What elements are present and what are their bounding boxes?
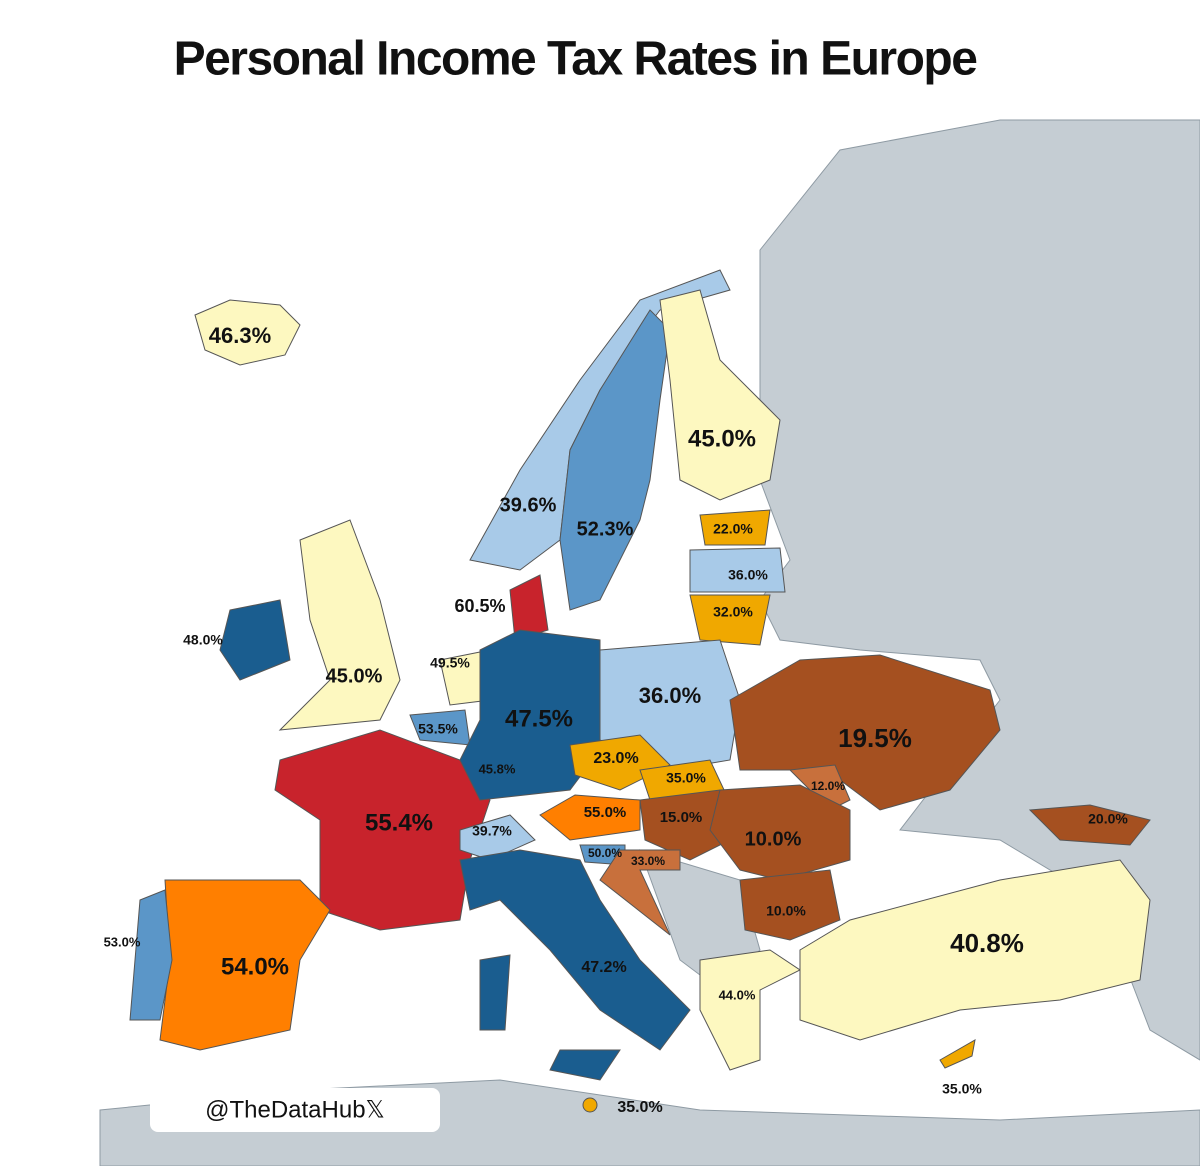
rate-label: 54.0% [221,953,289,980]
rate-label: 23.0% [593,750,638,767]
rate-label: 44.0% [719,987,756,1002]
rate-label: 55.4% [365,809,433,836]
rate-label: 50.0% [588,846,622,860]
rate-label: 33.0% [631,854,665,868]
rate-label: 47.2% [581,959,626,976]
rate-label: 19.5% [838,723,912,753]
rate-label: 36.0% [728,567,768,583]
rate-label: 39.6% [500,494,557,516]
map-title: Personal Income Tax Rates in Europe [174,33,978,86]
rate-label: 48.0% [183,632,223,648]
rate-label: 35.0% [617,1099,662,1116]
rate-label: 45.8% [479,761,516,776]
rate-label: 22.0% [713,521,753,537]
rate-label: 45.0% [688,425,756,452]
rate-label: 12.0% [811,779,845,793]
rate-label: 36.0% [639,683,701,708]
rate-label: 52.3% [577,518,634,540]
rate-label: 49.5% [430,655,470,671]
rate-label: 39.7% [472,823,512,839]
rate-label: 53.0% [104,934,141,949]
rate-label: 47.5% [505,705,573,732]
rate-label: 40.8% [950,928,1024,958]
rate-label: 45.0% [326,665,383,687]
rate-label: 15.0% [660,809,703,826]
rate-label: 10.0% [745,828,802,850]
rate-label: 32.0% [713,604,753,620]
rate-label: 20.0% [1088,811,1128,827]
rate-labels: 46.3% 39.6% 52.3% 45.0% 22.0% 36.0% 32.0% 60.5%… [104,323,1129,1116]
rate-label: 46.3% [209,323,271,348]
rate-label: 60.5% [454,596,505,616]
rate-label: 35.0% [666,770,706,786]
countries [129,269,1151,1113]
watermark-box [150,1088,440,1132]
rate-label: 10.0% [766,903,806,919]
rate-label: 55.0% [584,804,627,821]
rate-label: 53.5% [418,721,458,737]
watermark: @TheDataHub𝕏 [205,1096,385,1123]
rate-label: 35.0% [942,1081,982,1097]
